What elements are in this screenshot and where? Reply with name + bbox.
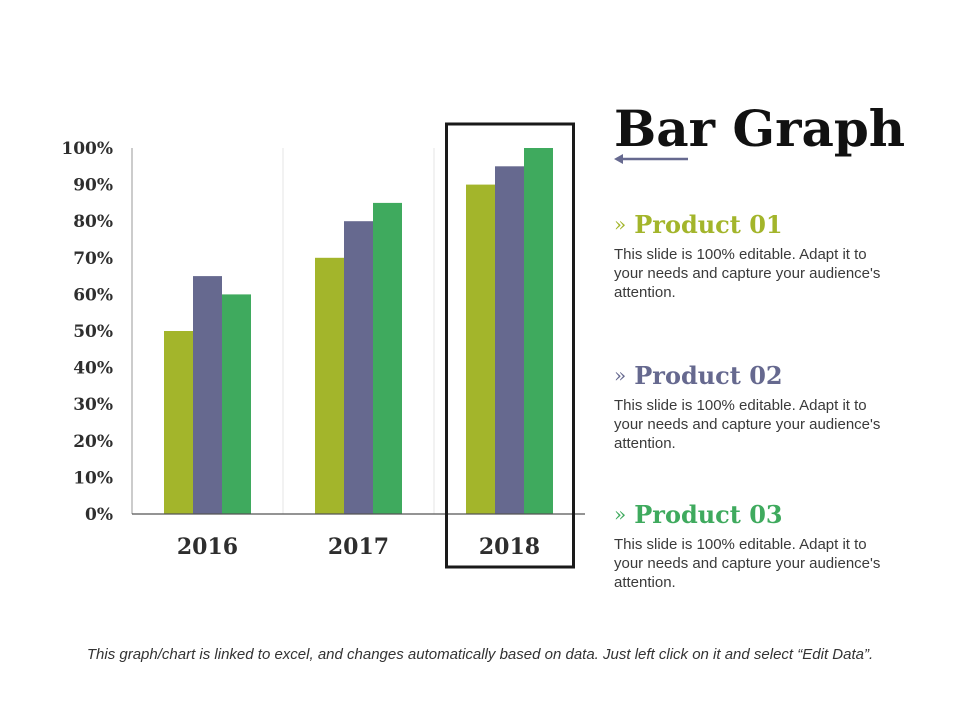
y-tick-label: 0% [85,505,113,525]
y-tick-label: 60% [73,285,113,305]
product-01-block: » Product 01 This slide is 100% editable.… [614,213,914,302]
product-02-description: This slide is 100% editable. Adapt it to… [614,397,881,452]
product-03-heading: » Product 03 [614,503,914,527]
product-02-name: Product 02 [634,361,783,390]
y-tick-label: 40% [73,359,113,379]
product-01-description: This slide is 100% editable. Adapt it to… [614,246,881,301]
bar-2017-product-02 [344,221,373,514]
x-tick-label: 2018 [479,534,540,560]
page-title: Bar Graph [614,99,906,158]
footnote: This graph/chart is linked to excel, and… [86,646,874,663]
y-tick-label: 90% [73,176,113,196]
product-02-block: » Product 02 This slide is 100% editable.… [614,364,914,453]
bar-2016-product-01 [164,331,193,514]
product-01-name: Product 01 [634,210,783,239]
bar-2018-product-02 [495,166,524,515]
chevron-right-icon: » [614,502,627,526]
y-tick-label: 30% [73,395,113,415]
bar-2017-product-03 [373,202,402,514]
x-axis-labels: 2016 2017 2018 [177,534,540,560]
y-tick-label: 100% [61,139,113,159]
y-axis-ticks: 0% 10% 20% 30% 40% 50% 60% 70% 80% 90% 100% [61,139,113,525]
bar-chart: 0%10%20%30%40%50%60%70%80%90%100% 2016 20… [61,122,585,569]
y-tick-label: 20% [73,432,113,452]
bar-2016-product-03 [222,294,251,514]
x-tick-label: 2017 [328,534,389,560]
y-tick-label: 50% [73,322,113,342]
product-03-description: This slide is 100% editable. Adapt it to… [614,536,881,591]
product-02-heading: » Product 02 [614,364,914,388]
left-arrow-icon [614,154,688,164]
bar-2018-product-03 [524,148,553,514]
highlight-frame-2018 [445,122,575,569]
chevron-right-icon: » [614,363,627,387]
y-tick-label: 70% [73,249,113,269]
y-tick-label: 10% [73,468,113,488]
x-tick-label: 2016 [177,534,238,560]
product-03-block: » Product 03 This slide is 100% editable.… [614,503,914,592]
product-03-name: Product 03 [634,500,783,529]
category-separators [282,148,435,514]
product-01-heading: » Product 01 [614,213,914,237]
bar-2016-product-02 [193,276,222,514]
chevron-right-icon: » [614,212,627,236]
y-tick-label: 80% [73,212,113,232]
bars [164,148,553,515]
bar-2017-product-01 [315,257,344,514]
axes [131,148,585,515]
bar-2018-product-01 [466,184,495,514]
